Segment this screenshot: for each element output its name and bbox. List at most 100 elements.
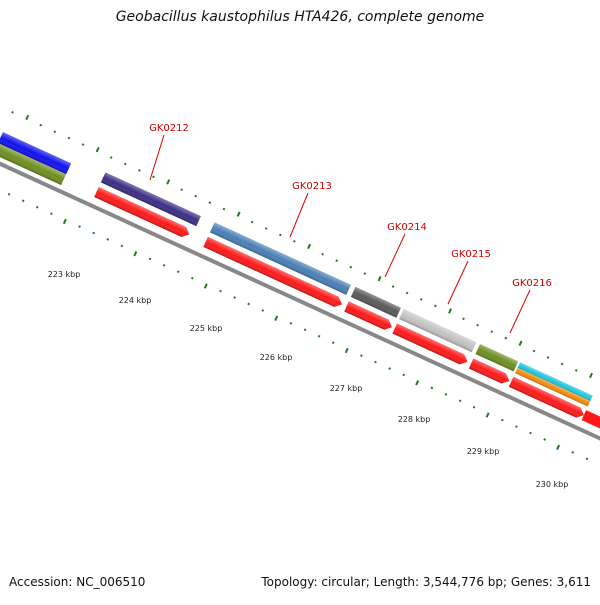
inner-tick — [486, 412, 490, 417]
inner-tick — [191, 277, 194, 280]
outer-tick — [237, 211, 241, 216]
outer-tick — [307, 244, 311, 249]
outer-tick — [209, 201, 212, 204]
outer-tick — [82, 143, 85, 146]
inner-tick — [473, 406, 476, 409]
inner-tick — [22, 199, 25, 202]
outer-tick — [166, 179, 170, 184]
outer-tick — [25, 115, 29, 120]
callout-line-gk0215 — [448, 261, 468, 304]
inner-tick — [92, 232, 95, 235]
inner-tick — [501, 419, 504, 422]
genome-title: Geobacillus kaustophilus HTA426, complet… — [0, 9, 600, 25]
inner-tick — [290, 322, 293, 325]
inner-tick — [63, 219, 67, 224]
inner-tick — [163, 264, 166, 267]
inner-tick — [571, 451, 574, 454]
scale-label-224: 224 kbp — [119, 296, 152, 305]
inner-tick — [543, 438, 546, 441]
outer-tick — [39, 124, 42, 127]
outer-tick — [349, 266, 352, 269]
inner-tick — [121, 245, 124, 248]
outer-tick — [364, 272, 367, 275]
outer-tick — [251, 221, 254, 224]
inner-tick — [274, 316, 278, 321]
outer-tick — [279, 234, 282, 237]
outer-tick — [462, 317, 465, 320]
outer-tick — [575, 369, 578, 372]
inner-tick — [204, 283, 208, 288]
callout-line-gk0216 — [510, 290, 530, 333]
accession-text: Accession: NC_006510 — [9, 575, 145, 589]
outer-tick — [589, 373, 593, 378]
inner-tick-row — [0, 122, 600, 502]
inner-tick — [415, 380, 419, 385]
outer-tick — [547, 356, 550, 359]
inner-tick — [529, 432, 532, 435]
inner-tick — [515, 425, 518, 428]
inner-tick — [36, 206, 39, 209]
outer-tick — [124, 163, 127, 166]
gene-label-gk0214: GK0214 — [387, 222, 427, 233]
outer-tick — [378, 276, 382, 281]
outer-tick — [392, 285, 395, 288]
outer-tick — [223, 208, 226, 211]
outer-tick — [321, 253, 324, 256]
outer-tick — [476, 324, 479, 327]
genome-backbone — [0, 91, 600, 511]
gene-label-gk0213: GK0213 — [292, 181, 332, 192]
outer-tick — [420, 298, 423, 301]
inner-tick — [233, 296, 236, 299]
scale-label-229: 229 kbp — [467, 447, 500, 456]
inner-tick — [402, 374, 405, 377]
gene-label-gk0212: GK0212 — [149, 123, 189, 134]
inner-tick — [318, 335, 321, 338]
scale-label-227: 227 kbp — [330, 384, 363, 393]
outer-tick — [68, 137, 71, 140]
outer-tick — [194, 195, 197, 198]
outer-tick — [293, 240, 296, 243]
inner-tick — [332, 341, 335, 344]
inner-tick — [133, 251, 137, 256]
outer-tick — [434, 305, 437, 308]
inner-tick — [360, 354, 363, 357]
inner-tick — [586, 458, 589, 461]
callout-line-gk0213 — [290, 193, 308, 237]
inner-tick — [50, 212, 53, 215]
outer-tick — [561, 363, 564, 366]
outer-tick — [533, 350, 536, 353]
outer-tick — [490, 330, 493, 333]
outer-tick — [11, 111, 14, 114]
inner-tick — [177, 270, 180, 273]
inner-tick — [219, 290, 222, 293]
inner-tick — [149, 258, 152, 261]
inner-tick — [345, 348, 349, 353]
outer-tick — [504, 337, 507, 340]
scale-label-225: 225 kbp — [190, 324, 223, 333]
outer-tick — [335, 259, 338, 262]
inner-tick — [304, 328, 307, 331]
inner-tick — [8, 193, 11, 196]
gene-label-gk0216: GK0216 — [512, 278, 552, 289]
outer-tick — [152, 175, 155, 178]
outer-tick-row — [0, 50, 600, 430]
callout-line-gk0212 — [150, 135, 164, 180]
scale-label-228: 228 kbp — [398, 415, 431, 424]
outer-tick — [96, 147, 100, 152]
scale-label-226: 226 kbp — [260, 353, 293, 362]
inner-tick — [261, 309, 264, 312]
inner-tick — [106, 238, 109, 241]
outer-tick — [265, 227, 268, 230]
inner-tick — [247, 303, 250, 306]
outer-tick — [406, 292, 409, 295]
inner-tick — [556, 445, 560, 450]
callout-line-gk0214 — [385, 234, 405, 277]
genome-summary-text: Topology: circular; Length: 3,544,776 bp… — [261, 575, 591, 589]
inner-tick — [431, 387, 434, 390]
outer-tick — [110, 156, 113, 159]
inner-tick — [78, 225, 81, 228]
scale-label-230: 230 kbp — [536, 480, 569, 489]
outer-tick — [180, 188, 183, 191]
